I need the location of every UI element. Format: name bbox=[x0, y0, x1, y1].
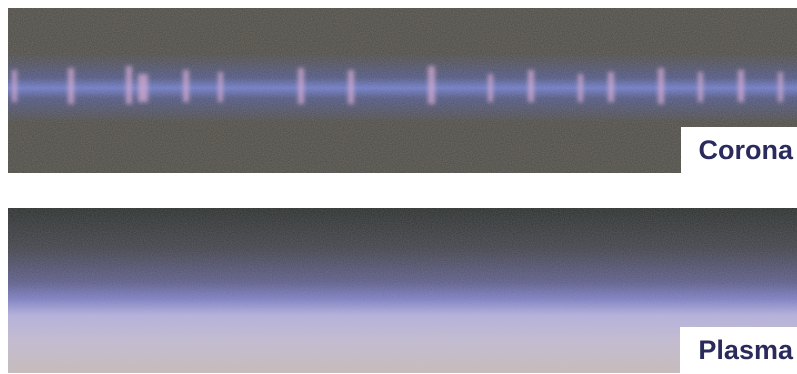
corona-photo: Corona bbox=[8, 8, 797, 173]
plasma-image bbox=[8, 208, 797, 373]
plasma-photo: Plasma bbox=[8, 208, 797, 373]
panel-label: Corona bbox=[681, 127, 797, 173]
page: Corona Plasma bbox=[0, 0, 797, 374]
corona-image bbox=[8, 8, 797, 173]
panel-label: Plasma bbox=[680, 327, 797, 373]
